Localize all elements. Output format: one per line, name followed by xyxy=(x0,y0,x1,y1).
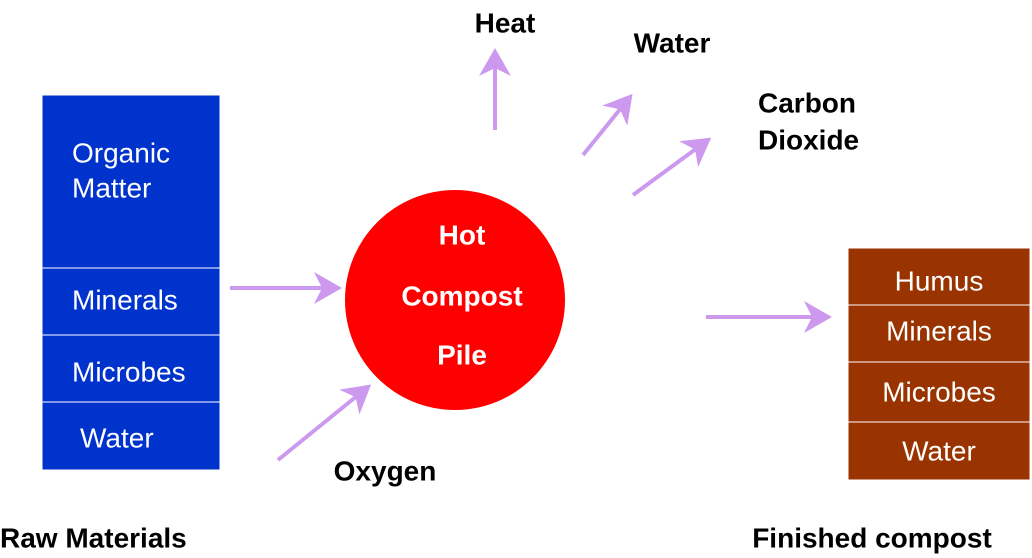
box xyxy=(847,361,1031,423)
stack-title: Finished compost xyxy=(752,522,992,553)
box xyxy=(41,401,221,471)
box-label: Minerals xyxy=(886,315,992,346)
box xyxy=(41,334,221,403)
pile-label: Hot xyxy=(439,219,486,250)
emission-label: Water xyxy=(634,27,711,58)
stack-title: Raw Materials xyxy=(0,522,187,553)
box-label: Humus xyxy=(895,265,984,296)
arrow xyxy=(631,137,712,197)
box-label: Microbes xyxy=(882,376,996,407)
pile-label: Pile xyxy=(437,339,487,370)
box xyxy=(41,267,221,336)
box-label: Minerals xyxy=(72,284,178,315)
emission-label: Heat xyxy=(475,7,536,38)
finished-compost-stack xyxy=(847,247,1031,481)
emission-label: Dioxide xyxy=(758,124,859,155)
arrow xyxy=(276,384,372,462)
emission-label: Carbon xyxy=(758,87,856,118)
box-label: Organic xyxy=(72,137,170,168)
pile-label: Compost xyxy=(401,280,522,311)
box-label: Microbes xyxy=(72,356,186,387)
box xyxy=(847,421,1031,481)
box-label: Water xyxy=(80,422,154,453)
box xyxy=(41,94,221,269)
compost-pile xyxy=(345,190,565,410)
input-label: Oxygen xyxy=(334,455,437,486)
box-label: Matter xyxy=(72,172,151,203)
raw-materials-stack xyxy=(41,94,221,471)
box-label: Water xyxy=(902,435,976,466)
arrow xyxy=(581,93,633,157)
